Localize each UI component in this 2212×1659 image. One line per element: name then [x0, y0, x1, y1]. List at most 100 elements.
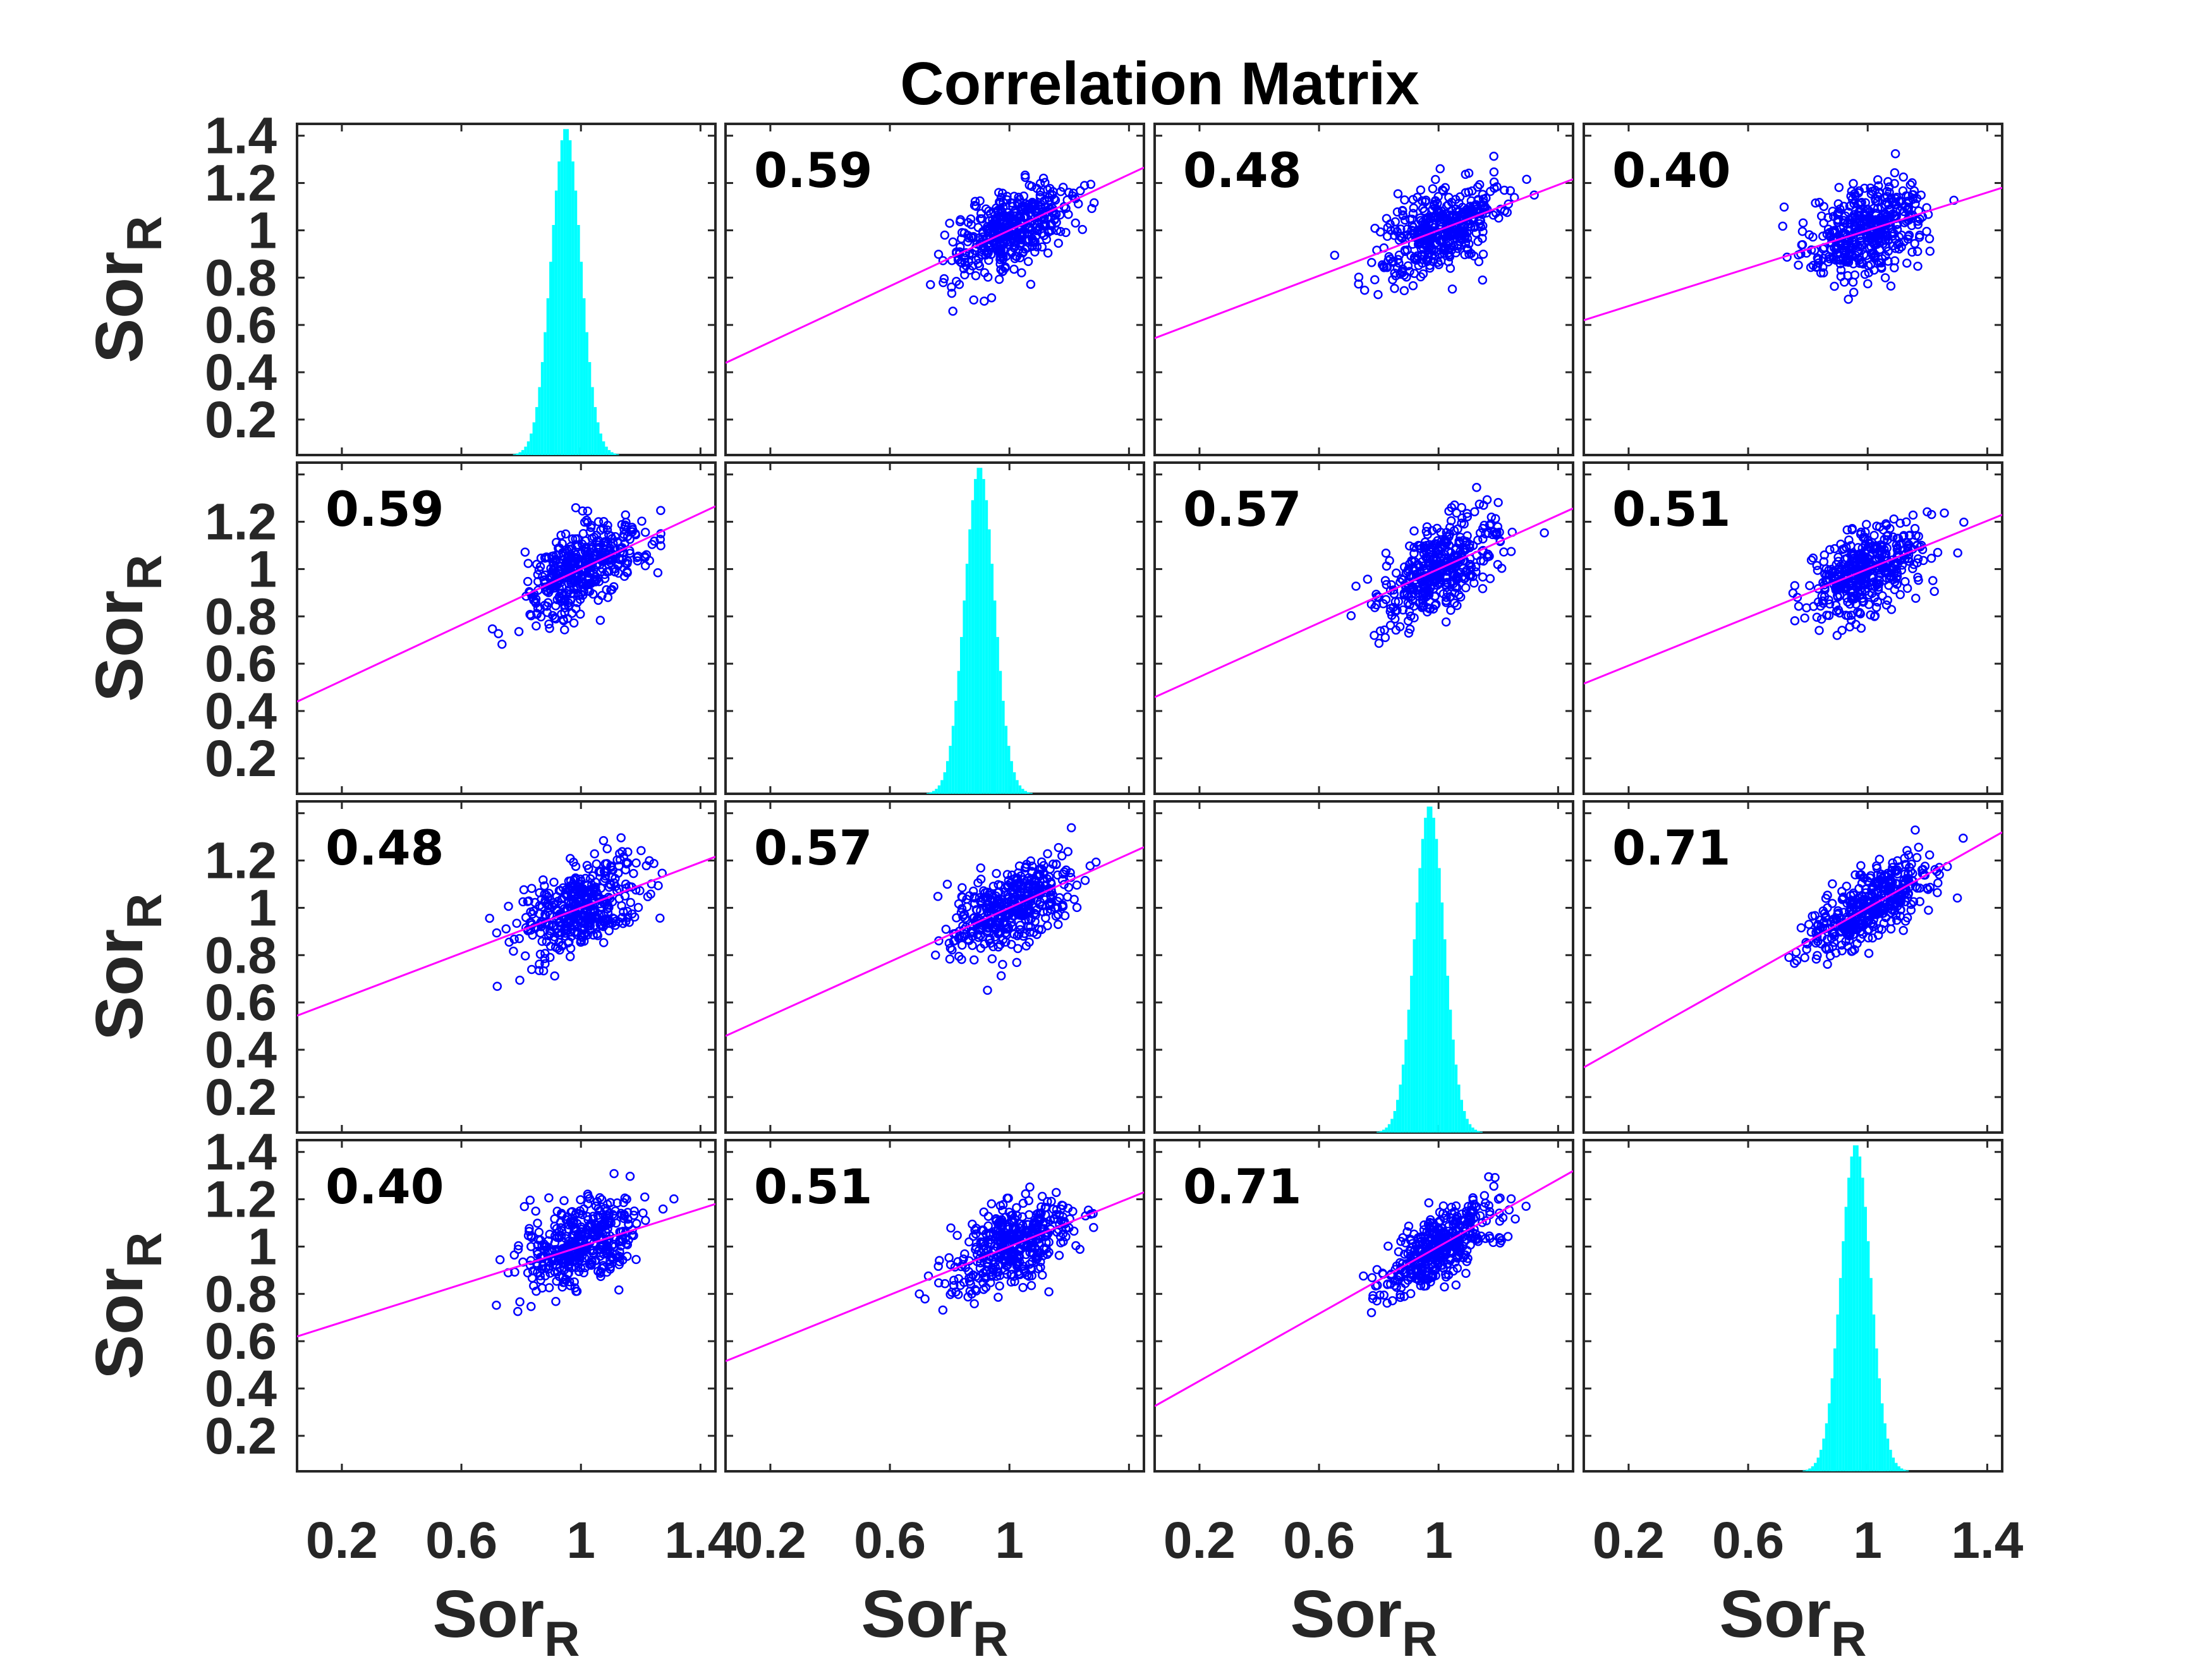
scatter-point	[1032, 183, 1042, 193]
scatter-point	[532, 621, 541, 631]
scatter-point	[1924, 906, 1933, 915]
scatter-point	[1429, 572, 1438, 581]
scatter-point	[1845, 896, 1856, 906]
scatter-point	[1015, 890, 1025, 900]
scatter-point	[1054, 842, 1064, 853]
scatter-point	[585, 921, 595, 931]
scatter-point	[529, 595, 538, 605]
scatter-point	[621, 1234, 630, 1243]
scatter-point	[1431, 599, 1441, 609]
scatter-point	[973, 932, 983, 942]
scatter-point	[604, 530, 614, 540]
scatter-point	[537, 937, 547, 946]
scatter-point	[1825, 599, 1835, 609]
scatter-point	[930, 950, 940, 960]
scatter-point	[970, 197, 980, 206]
scatter-point	[1866, 610, 1875, 620]
panel-frame	[724, 800, 1145, 1134]
scatter-point	[1044, 872, 1054, 882]
scatter-point	[623, 847, 633, 857]
scatter-point	[520, 1201, 529, 1212]
histogram-bar	[1030, 793, 1033, 794]
scatter-point	[1429, 540, 1438, 550]
scatter-point	[984, 899, 994, 909]
scatter-point	[1835, 259, 1845, 269]
scatter-point	[1871, 879, 1881, 889]
scatter-point	[619, 525, 629, 534]
histogram-bar	[1480, 1131, 1483, 1133]
scatter-point	[1806, 556, 1816, 565]
scatter-point	[1836, 265, 1846, 275]
scatter-point	[1911, 199, 1920, 209]
scatter-point	[1413, 585, 1422, 595]
scatter-point	[1086, 179, 1096, 189]
scatter-point	[550, 971, 559, 981]
scatter-point	[615, 1257, 624, 1267]
scatter-point	[1045, 221, 1055, 230]
correlation-label: 0.57	[754, 820, 873, 876]
scatter-point	[597, 1194, 607, 1205]
scatter-point	[1428, 184, 1438, 193]
fit-line	[726, 166, 1144, 364]
histogram-bar	[563, 129, 566, 455]
scatter-point	[539, 1239, 549, 1249]
scatter-point	[559, 1263, 569, 1272]
scatter-point	[512, 918, 521, 928]
scatter-point	[564, 937, 574, 947]
scatter-point	[653, 568, 663, 578]
scatter-point	[1025, 1182, 1035, 1192]
scatter-point	[1040, 887, 1050, 897]
histogram-bar	[971, 500, 975, 794]
scatter-point	[1478, 234, 1487, 243]
scatter-point	[562, 1212, 572, 1222]
scatter-point	[1485, 520, 1495, 530]
scatter-point	[1055, 210, 1065, 220]
scatter-point	[543, 907, 553, 916]
scatter-point	[585, 1222, 595, 1232]
histogram-bar	[1004, 726, 1008, 794]
scatter-point	[1064, 210, 1073, 219]
scatter-point	[622, 567, 632, 576]
scatter-point	[1394, 597, 1404, 607]
scatter-point	[562, 891, 572, 901]
scatter-point	[1868, 933, 1878, 943]
scatter-point	[1027, 225, 1036, 235]
scatter-point	[959, 264, 969, 274]
scatter-point	[1409, 526, 1419, 536]
scatter-point	[545, 926, 555, 935]
scatter-point	[617, 913, 627, 923]
histogram-bar	[999, 671, 1002, 794]
scatter-point	[1464, 571, 1474, 581]
scatter-point	[1828, 928, 1837, 938]
scatter-point	[514, 933, 524, 944]
histogram-bar	[554, 190, 558, 455]
scatter-point	[1416, 244, 1426, 254]
scatter-point	[1037, 864, 1047, 874]
scatter-point	[1844, 295, 1853, 304]
scatter-point	[975, 240, 985, 249]
scatter-point	[1844, 559, 1854, 569]
scatter-point	[573, 1258, 582, 1268]
scatter-point	[1478, 584, 1488, 593]
scatter-point	[1363, 574, 1373, 584]
scatter-point	[1909, 877, 1918, 886]
scatter-point	[1894, 244, 1904, 254]
scatter-point	[1470, 200, 1480, 210]
histogram-bar	[943, 772, 946, 794]
scatter-point	[613, 537, 623, 547]
scatter-point	[1849, 288, 1859, 297]
scatter-point	[1823, 934, 1832, 944]
scatter-point	[1447, 284, 1457, 294]
scatter-point	[1850, 212, 1860, 222]
scatter-point	[602, 525, 612, 535]
histogram-bar	[932, 791, 935, 794]
scatter-point	[602, 1220, 612, 1230]
histogram-bar	[982, 478, 985, 794]
histogram-bar	[1454, 1064, 1458, 1133]
scatter-point	[1054, 1251, 1064, 1260]
scatter-point	[599, 938, 609, 947]
histogram-bar	[1410, 975, 1413, 1133]
scatter-point	[1078, 224, 1087, 234]
histogram-bar	[1399, 1085, 1402, 1133]
scatter-point	[1866, 580, 1876, 590]
